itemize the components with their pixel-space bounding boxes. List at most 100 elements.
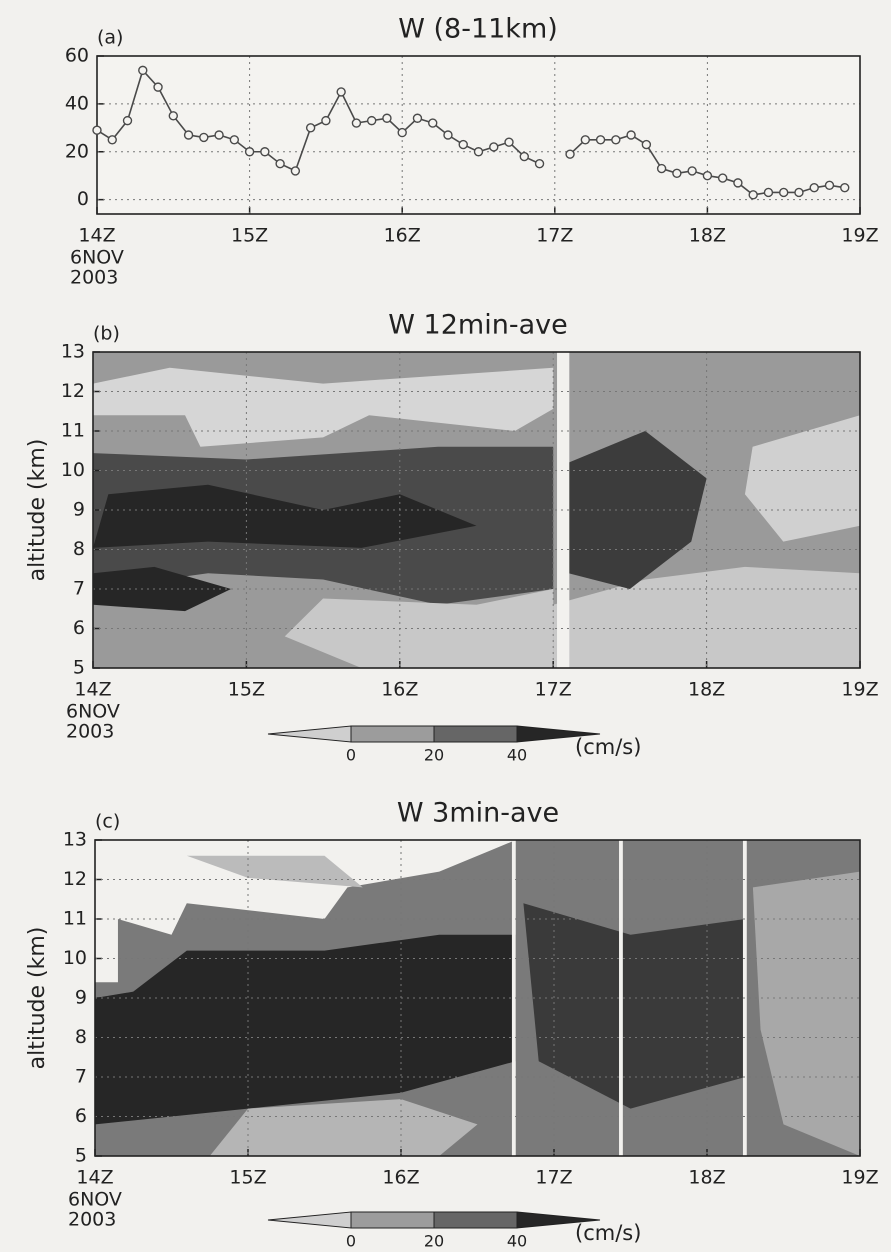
date-label: 2003 xyxy=(66,721,114,743)
shading xyxy=(93,367,554,447)
point xyxy=(565,149,575,159)
point xyxy=(794,187,804,198)
y-tick-label: 6 xyxy=(75,1105,87,1127)
point xyxy=(138,65,148,76)
point xyxy=(290,166,301,176)
panel-title: W 12min-ave xyxy=(388,310,567,341)
colorbar-segment xyxy=(350,725,435,743)
point xyxy=(824,180,835,190)
y-tick-label: 20 xyxy=(65,140,89,162)
colorbar-unit: (cm/s) xyxy=(575,1221,641,1245)
point xyxy=(702,170,713,181)
point xyxy=(305,123,316,133)
point xyxy=(321,115,331,126)
point xyxy=(244,147,255,157)
x-tick-label: 17Z xyxy=(536,225,573,247)
point xyxy=(458,139,468,150)
y-tick-label: 5 xyxy=(73,657,85,679)
x-tick-label: 14Z xyxy=(78,225,115,247)
x-tick-label: 16Z xyxy=(381,679,418,701)
colorbar-segment xyxy=(433,1211,518,1229)
panel: (c) W 3min-ave altitude (km) 5 6 7 8 9 10 11 12 13 1… xyxy=(25,798,879,1251)
point xyxy=(428,118,438,128)
colorbar-tick-label: 40 xyxy=(507,1232,527,1251)
colorbar-tick-label: 0 xyxy=(346,746,356,765)
y-tick-label: 12 xyxy=(61,380,85,402)
y-tick-label: 40 xyxy=(65,92,89,114)
date-label: 6NOV xyxy=(68,1189,122,1211)
colorbar-segment xyxy=(267,1211,352,1229)
point xyxy=(214,130,224,140)
y-tick-label: 9 xyxy=(75,987,87,1009)
y-tick-label: 11 xyxy=(63,908,87,930)
shading xyxy=(93,566,232,612)
x-tick-label: 19Z xyxy=(841,225,878,247)
plot-frame xyxy=(96,55,861,215)
point xyxy=(443,130,453,140)
y-tick-label: 13 xyxy=(63,829,87,851)
point xyxy=(580,135,591,145)
point xyxy=(840,182,850,193)
y-tick-label: 6 xyxy=(73,617,85,639)
y-tick-label: 12 xyxy=(63,868,87,890)
point xyxy=(733,178,743,188)
date-label: 2003 xyxy=(68,1209,116,1231)
x-tick-label: 16Z xyxy=(382,1167,419,1189)
x-tick-label: 19Z xyxy=(841,679,878,701)
panel-label: (a) xyxy=(97,27,123,49)
y-tick-label: 0 xyxy=(77,188,89,210)
point xyxy=(519,151,529,162)
point xyxy=(199,132,209,143)
panel: (b) W 12min-ave altitude (km) 5 6 7 8 9 10 11 12 13… xyxy=(25,310,879,765)
data-gap xyxy=(511,840,516,1156)
x-tick-label: 14Z xyxy=(76,1167,113,1189)
y-tick-label: 11 xyxy=(61,420,85,442)
colorbar-segment xyxy=(350,1211,435,1229)
y-tick-label: 5 xyxy=(75,1145,87,1167)
point xyxy=(183,130,194,140)
point xyxy=(779,187,789,198)
shading xyxy=(95,840,516,983)
point xyxy=(763,187,774,198)
point xyxy=(534,159,545,169)
colorbar-segment xyxy=(433,725,518,743)
point xyxy=(153,82,163,92)
date-label: 6NOV xyxy=(66,701,120,723)
panel: (a) W (8-11km) 0 20 40 60 14Z 15Z 16Z 17Z 18Z 19Z 6N… xyxy=(65,14,879,289)
point xyxy=(107,135,117,145)
x-tick-label: 18Z xyxy=(689,225,726,247)
shading xyxy=(523,903,746,1109)
x-tick-label: 19Z xyxy=(841,1167,878,1189)
plot-frame xyxy=(94,839,861,1157)
date-label: 6NOV xyxy=(70,247,124,269)
shading xyxy=(93,484,477,548)
y-axis-label: altitude (km) xyxy=(25,927,50,1070)
colorbar-segment xyxy=(267,725,352,743)
point xyxy=(809,182,819,193)
point xyxy=(489,142,499,152)
shading xyxy=(95,934,516,1125)
shading xyxy=(209,1099,478,1156)
data-gap xyxy=(619,840,623,1156)
point xyxy=(366,115,377,126)
x-tick-label: 15Z xyxy=(231,225,268,247)
y-tick-label: 9 xyxy=(73,499,85,521)
point xyxy=(473,147,484,157)
y-tick-label: 60 xyxy=(65,45,89,67)
point xyxy=(611,135,621,145)
y-tick-label: 7 xyxy=(73,578,85,600)
plot-frame xyxy=(92,351,861,669)
point xyxy=(122,115,133,126)
y-tick-label: 10 xyxy=(63,947,87,969)
point xyxy=(275,159,285,169)
y-tick-label: 7 xyxy=(75,1066,87,1088)
x-tick-label: 16Z xyxy=(384,225,421,247)
colorbar-tick-label: 40 xyxy=(507,746,527,765)
colorbar-tick-label: 20 xyxy=(424,746,444,765)
x-tick-label: 15Z xyxy=(228,679,265,701)
panel-label: (c) xyxy=(95,811,120,833)
point xyxy=(92,125,102,135)
colorbar-unit: (cm/s) xyxy=(575,735,641,759)
point xyxy=(687,166,697,176)
